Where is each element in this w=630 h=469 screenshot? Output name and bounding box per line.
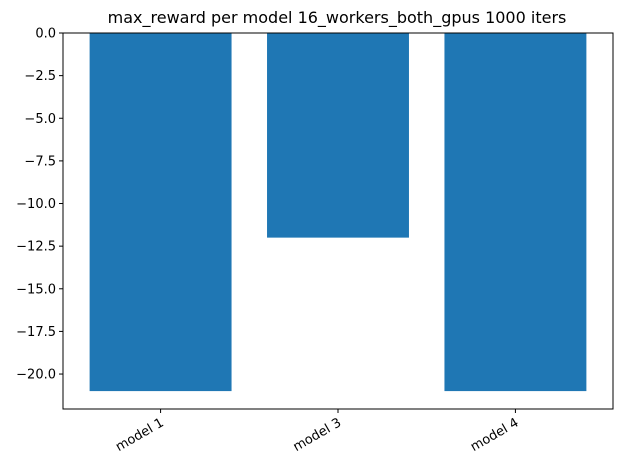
bar-model-1 (89, 33, 232, 392)
y-tick-label: −2.5 (24, 69, 56, 84)
axes-frame (62, 32, 614, 410)
plot-frame (62, 32, 614, 410)
bars-group (89, 33, 587, 392)
y-axis: 0.0 −2.5 −5.0 −7.5 −10.0 −12.5 −15.0 −17.5 −20.0 (16, 27, 63, 383)
bar-model-4 (444, 33, 587, 392)
y-tick-label: −17.5 (16, 325, 56, 340)
y-tick-label: −15.0 (16, 282, 56, 297)
x-tick-label: model 1 (113, 415, 166, 454)
x-tick-label: model 3 (291, 415, 344, 454)
x-tick-label: model 4 (468, 415, 521, 454)
y-tick-label: −20.0 (16, 368, 56, 383)
chart-title: max_reward per model 16_workers_both_gpu… (108, 8, 567, 28)
y-tick-label: −7.5 (24, 154, 56, 169)
y-tick-label: −12.5 (16, 240, 56, 255)
bar-model-3 (267, 33, 409, 238)
y-tick-label: −5.0 (24, 112, 56, 127)
x-axis: model 1 model 3 model 4 (113, 409, 521, 455)
y-tick-label: 0.0 (35, 27, 56, 42)
y-tick-label: −10.0 (16, 197, 56, 212)
